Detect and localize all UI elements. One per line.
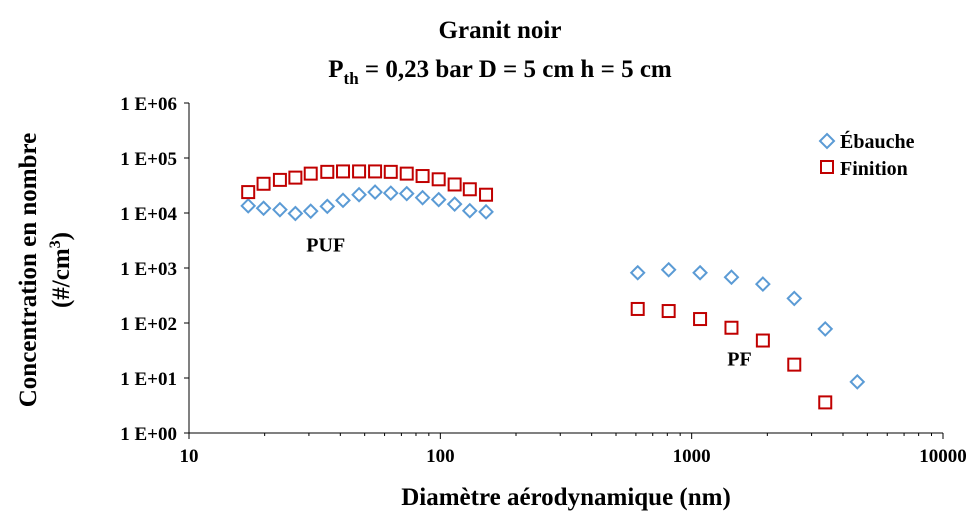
data-point-diamond — [398, 185, 415, 202]
legend-item-finition: Finition — [820, 158, 908, 180]
data-point-diamond — [446, 196, 463, 213]
x-axis-title: Diamètre aérodynamique (nm) — [401, 484, 731, 511]
series-finition — [241, 164, 833, 410]
data-point-square — [462, 182, 477, 197]
data-point-diamond — [754, 276, 771, 292]
annotation-pf: PF — [727, 348, 751, 370]
data-point-square — [272, 172, 287, 187]
x-tick-label: 10000 — [919, 446, 967, 467]
x-ticks: 10 100 1000 10000 — [180, 433, 967, 467]
data-point-diamond — [414, 189, 431, 206]
y-axis-title-line1: Concentration en nombre — [15, 133, 42, 408]
data-point-square — [288, 170, 303, 185]
subtitle-rest: = 0,23 bar D = 5 cm h = 5 cm — [359, 56, 672, 83]
legend-item-ebauche: Ébauche — [818, 130, 915, 153]
y-tick-label: 1 E+03 — [120, 259, 177, 280]
legend-square-marker — [820, 160, 834, 174]
series-layer — [240, 164, 866, 410]
data-point-square — [787, 357, 802, 372]
x-tick-label: 10 — [180, 446, 199, 467]
data-point-diamond — [786, 290, 803, 307]
y-axis-title: Concentration en nombre (#/cm3) — [15, 133, 75, 408]
data-point-square — [724, 320, 739, 335]
data-point-square — [661, 304, 676, 319]
data-point-square — [368, 164, 383, 179]
data-point-diamond — [817, 321, 834, 337]
y-tick-label: 1 E+04 — [120, 204, 177, 225]
data-point-diamond — [272, 201, 288, 218]
data-point-diamond — [319, 198, 336, 215]
y-tick-label: 1 E+06 — [120, 94, 177, 115]
series-ebauche — [240, 184, 866, 390]
data-point-diamond — [629, 264, 646, 281]
subtitle-base: P — [328, 56, 343, 83]
data-point-square — [755, 333, 770, 348]
chart-title: Granit noir — [439, 17, 562, 44]
data-point-square — [415, 169, 430, 184]
data-point-diamond — [287, 205, 304, 222]
legend-label-finition: Finition — [840, 158, 908, 180]
annotation-puf: PUF — [306, 234, 345, 256]
data-point-diamond — [723, 269, 740, 286]
data-point-diamond — [478, 203, 494, 220]
data-point-square — [431, 172, 446, 187]
y-axis-unit-post: ) — [48, 232, 75, 240]
data-point-square — [320, 164, 335, 179]
y-axis-unit-pre: (#/cm — [48, 248, 75, 308]
annotation-layer: PUF PF — [306, 234, 751, 370]
y-tick-label: 1 E+05 — [120, 149, 177, 170]
legend: Ébauche Finition — [818, 130, 915, 180]
y-tick-label: 1 E+02 — [120, 314, 177, 335]
data-point-diamond — [351, 186, 367, 203]
chart-subtitle: Pth = 0,23 bar D = 5 cm h = 5 cm — [328, 56, 672, 88]
legend-diamond-marker — [818, 132, 836, 150]
data-point-square — [818, 395, 833, 410]
data-point-diamond — [849, 373, 866, 390]
data-point-diamond — [255, 200, 272, 217]
data-point-square — [447, 177, 462, 192]
data-point-square — [256, 176, 271, 191]
data-point-diamond — [335, 192, 351, 209]
data-point-diamond — [692, 264, 708, 281]
y-axis-title-line2: (#/cm3) — [47, 232, 75, 308]
data-point-diamond — [367, 184, 383, 201]
data-point-square — [383, 164, 398, 179]
data-point-square — [399, 166, 414, 181]
y-tick-label: 1 E+01 — [120, 369, 177, 390]
data-point-square — [303, 166, 318, 181]
data-point-square — [479, 187, 494, 202]
x-tick-label: 1000 — [673, 446, 711, 467]
y-ticks: 1 E+00 1 E+01 1 E+02 1 E+03 1 E+04 1 E+05 1 E+… — [120, 94, 189, 445]
data-point-square — [336, 164, 351, 179]
subtitle-subscript: th — [344, 69, 360, 88]
y-tick-label: 1 E+00 — [120, 424, 177, 445]
data-point-square — [630, 301, 645, 316]
x-tick-label: 100 — [426, 446, 455, 467]
data-point-square — [241, 185, 256, 200]
y-axis-unit-superscript: 3 — [47, 240, 64, 248]
data-point-diamond — [430, 191, 447, 208]
data-point-diamond — [240, 197, 257, 214]
data-point-square — [693, 312, 708, 327]
data-point-square — [352, 164, 367, 179]
data-point-diamond — [461, 202, 478, 219]
data-point-diamond — [302, 203, 319, 220]
legend-label-ebauche: Ébauche — [840, 130, 915, 153]
data-point-diamond — [382, 185, 399, 202]
data-point-diamond — [660, 261, 677, 278]
